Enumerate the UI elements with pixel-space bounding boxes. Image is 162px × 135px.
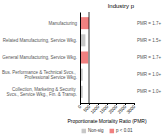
x-tick-label: 1000 <box>90 104 101 115</box>
x-tick-label: 2500 <box>117 104 128 115</box>
y-tick: General Manufacturing, Service Wkg. <box>2 55 77 60</box>
legend: Non-sig p < 0.01 <box>82 128 133 133</box>
x-tick: 2500 <box>117 103 128 115</box>
bars <box>80 12 89 103</box>
x-tick: 1500 <box>99 103 110 115</box>
x-axis-title: Proportionate Mortality Ratio (PMR) <box>67 118 147 124</box>
x-tick-label: 0 <box>77 104 83 110</box>
category-label: Collection, Marketing & Security Svcs., … <box>6 87 77 97</box>
category-label-line: Manufacturing <box>48 21 77 26</box>
category-label: Manufacturing <box>48 21 77 26</box>
annotation: PMR = 1.0+ <box>137 72 161 77</box>
x-tick: 1000 <box>90 103 101 115</box>
category-label: Related Manufacturing, Service Wkg. <box>3 38 77 43</box>
x-axis-line <box>81 104 135 106</box>
legend-swatch <box>82 129 87 134</box>
legend-item: p < 0.01 <box>110 128 133 133</box>
annotation: PMR = 1.7+ <box>137 21 161 26</box>
reference-line <box>89 12 90 103</box>
bar <box>80 17 89 29</box>
x-tick: 2000 <box>108 103 119 115</box>
y-tick: Manufacturing <box>48 21 77 26</box>
y-tick: Bus. Performance & Technical Svcs., Prof… <box>2 70 77 80</box>
category-label-line: Related Manufacturing, Service Wkg. <box>3 38 77 43</box>
chart: 050010001500200025003000ManufacturingRel… <box>0 0 162 135</box>
annotation: PMR = 1.5+ <box>137 38 161 43</box>
bar <box>80 51 88 63</box>
x-tick-label: 2000 <box>108 104 119 115</box>
x-tick-label: 1500 <box>99 104 110 115</box>
category-label-line: Svcs., Service Wkg., Fin. & Transp. <box>6 92 77 97</box>
x-tick-mark <box>98 103 99 105</box>
legend-label: Non-sig <box>88 128 104 133</box>
category-label-line: General Manufacturing, Service Wkg. <box>2 55 77 60</box>
annotation: PMR = 1.7+ <box>137 55 161 60</box>
x-tick: 0 <box>77 103 83 109</box>
title: Industry p <box>108 3 135 9</box>
y-axis: Manufacturing Related Manufacturing, Serv… <box>2 13 80 104</box>
legend-item: Non-sig <box>82 128 105 133</box>
category-label: General Manufacturing, Service Wkg. <box>2 55 77 60</box>
x-tick-mark <box>125 103 126 105</box>
x-tick-mark <box>107 103 108 105</box>
legend-label: p < 0.01 <box>116 128 133 133</box>
x-tick-mark <box>134 103 135 105</box>
x-tick-mark <box>116 103 117 105</box>
category-label: Bus. Performance & Technical Svcs., Prof… <box>2 70 77 80</box>
category-label-line: Professional Service Wkg. <box>24 75 77 80</box>
x-tick-mark <box>89 103 90 105</box>
y-tick: Collection, Marketing & Security Svcs., … <box>6 87 77 97</box>
annotations: PMR = 1.7+ PMR = 1.5+ PMR = 1.7+ PMR = 1.0+… <box>137 21 161 95</box>
x-tick-label: 3000 <box>126 104 137 115</box>
x-axis: 050010001500200025003000 <box>77 103 137 115</box>
x-tick: 3000 <box>126 103 137 115</box>
annotation: PMR = 1.0+ <box>137 89 161 94</box>
y-tick: Related Manufacturing, Service Wkg. <box>3 38 77 43</box>
legend-swatch <box>110 129 115 134</box>
plot: 050010001500200025003000ManufacturingRel… <box>2 3 161 133</box>
y-axis-line <box>80 13 81 104</box>
